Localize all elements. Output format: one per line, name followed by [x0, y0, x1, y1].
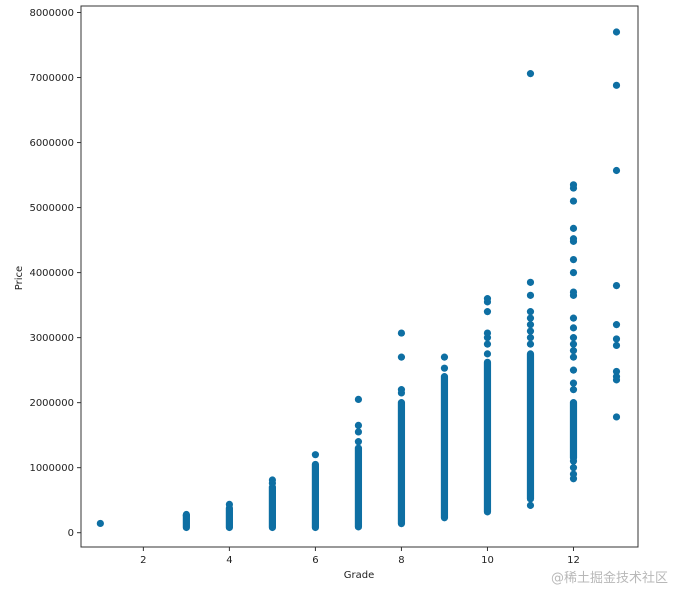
data-point — [612, 341, 621, 350]
data-point — [569, 353, 578, 361]
data-point — [569, 470, 578, 478]
y-tick-label: 5000000 — [29, 203, 74, 214]
data-point — [526, 291, 535, 299]
data-point — [569, 268, 578, 277]
data-point — [612, 81, 621, 89]
data-point-cluster — [483, 358, 492, 516]
y-tick-label: 4000000 — [29, 268, 74, 279]
data-point — [526, 334, 535, 342]
x-axis-title: Grade — [344, 570, 375, 581]
data-point-cluster — [397, 399, 406, 528]
data-point — [569, 235, 578, 243]
y-tick-label: 1000000 — [29, 463, 74, 474]
x-tick-label: 2 — [140, 555, 146, 566]
data-point — [397, 386, 406, 394]
watermark-text: @稀土掘金技术社区 — [550, 571, 668, 586]
data-point — [526, 308, 535, 316]
data-point — [483, 308, 492, 316]
data-point — [96, 519, 104, 528]
x-tick-label: 6 — [312, 555, 318, 566]
data-point — [612, 367, 621, 376]
y-tick-label: 7000000 — [29, 73, 74, 84]
data-point — [612, 166, 621, 175]
data-point — [311, 451, 320, 459]
data-point — [569, 366, 578, 374]
data-point — [483, 350, 492, 358]
data-point — [569, 324, 578, 332]
data-point-cluster — [311, 460, 320, 532]
data-point — [569, 340, 578, 348]
data-point — [483, 295, 492, 303]
data-point — [526, 501, 535, 509]
data-point — [483, 329, 492, 337]
data-point — [526, 327, 535, 335]
data-point — [569, 334, 578, 342]
data-point — [397, 329, 406, 337]
data-point — [225, 500, 233, 509]
data-point-cluster — [268, 483, 277, 532]
y-tick-label: 8000000 — [29, 8, 74, 19]
data-point — [526, 314, 535, 322]
data-point — [440, 364, 449, 372]
data-point — [612, 321, 621, 329]
data-point — [440, 353, 449, 361]
data-point — [526, 278, 535, 286]
x-tick-label: 4 — [226, 555, 232, 566]
x-axis-ticks: 2 4 6 8 10 12 — [140, 547, 580, 566]
x-tick-label: 10 — [481, 555, 494, 566]
y-tick-label: 6000000 — [29, 138, 74, 149]
y-tick-label: 3000000 — [29, 333, 74, 344]
data-point — [397, 353, 406, 361]
data-point — [354, 438, 363, 446]
x-tick-label: 8 — [398, 555, 404, 566]
data-point — [483, 340, 492, 348]
data-point — [612, 373, 621, 381]
x-tick-label: 12 — [567, 555, 580, 566]
data-point — [569, 379, 578, 387]
data-point-cluster — [440, 373, 449, 522]
data-point — [612, 413, 621, 421]
data-point — [354, 421, 363, 430]
data-point — [612, 28, 621, 36]
data-point — [526, 70, 535, 78]
y-axis-ticks: 0 1000000 2000000 3000000 4000000 5000000 6000… — [29, 8, 81, 539]
data-point — [354, 395, 363, 403]
data-point — [569, 386, 578, 394]
data-point — [526, 321, 535, 329]
y-axis-title: Price — [14, 266, 25, 290]
data-point — [612, 282, 621, 290]
data-point — [569, 288, 578, 296]
data-point — [569, 347, 578, 355]
data-point — [569, 224, 578, 232]
data-point — [569, 197, 578, 205]
data-point — [569, 255, 578, 264]
data-point-cluster — [526, 350, 535, 503]
data-point — [354, 428, 363, 436]
data-point-cluster — [354, 444, 363, 531]
data-point — [268, 476, 277, 484]
data-point — [569, 181, 578, 189]
data-point-cluster — [225, 504, 233, 532]
data-point — [612, 335, 621, 343]
data-points — [96, 28, 621, 532]
data-point — [526, 340, 535, 348]
data-point-cluster — [569, 399, 578, 462]
data-point — [569, 464, 578, 472]
data-point — [569, 314, 578, 322]
y-tick-label: 2000000 — [29, 398, 74, 409]
y-tick-label: 0 — [68, 528, 74, 539]
data-point — [182, 512, 190, 520]
data-point — [569, 457, 578, 465]
